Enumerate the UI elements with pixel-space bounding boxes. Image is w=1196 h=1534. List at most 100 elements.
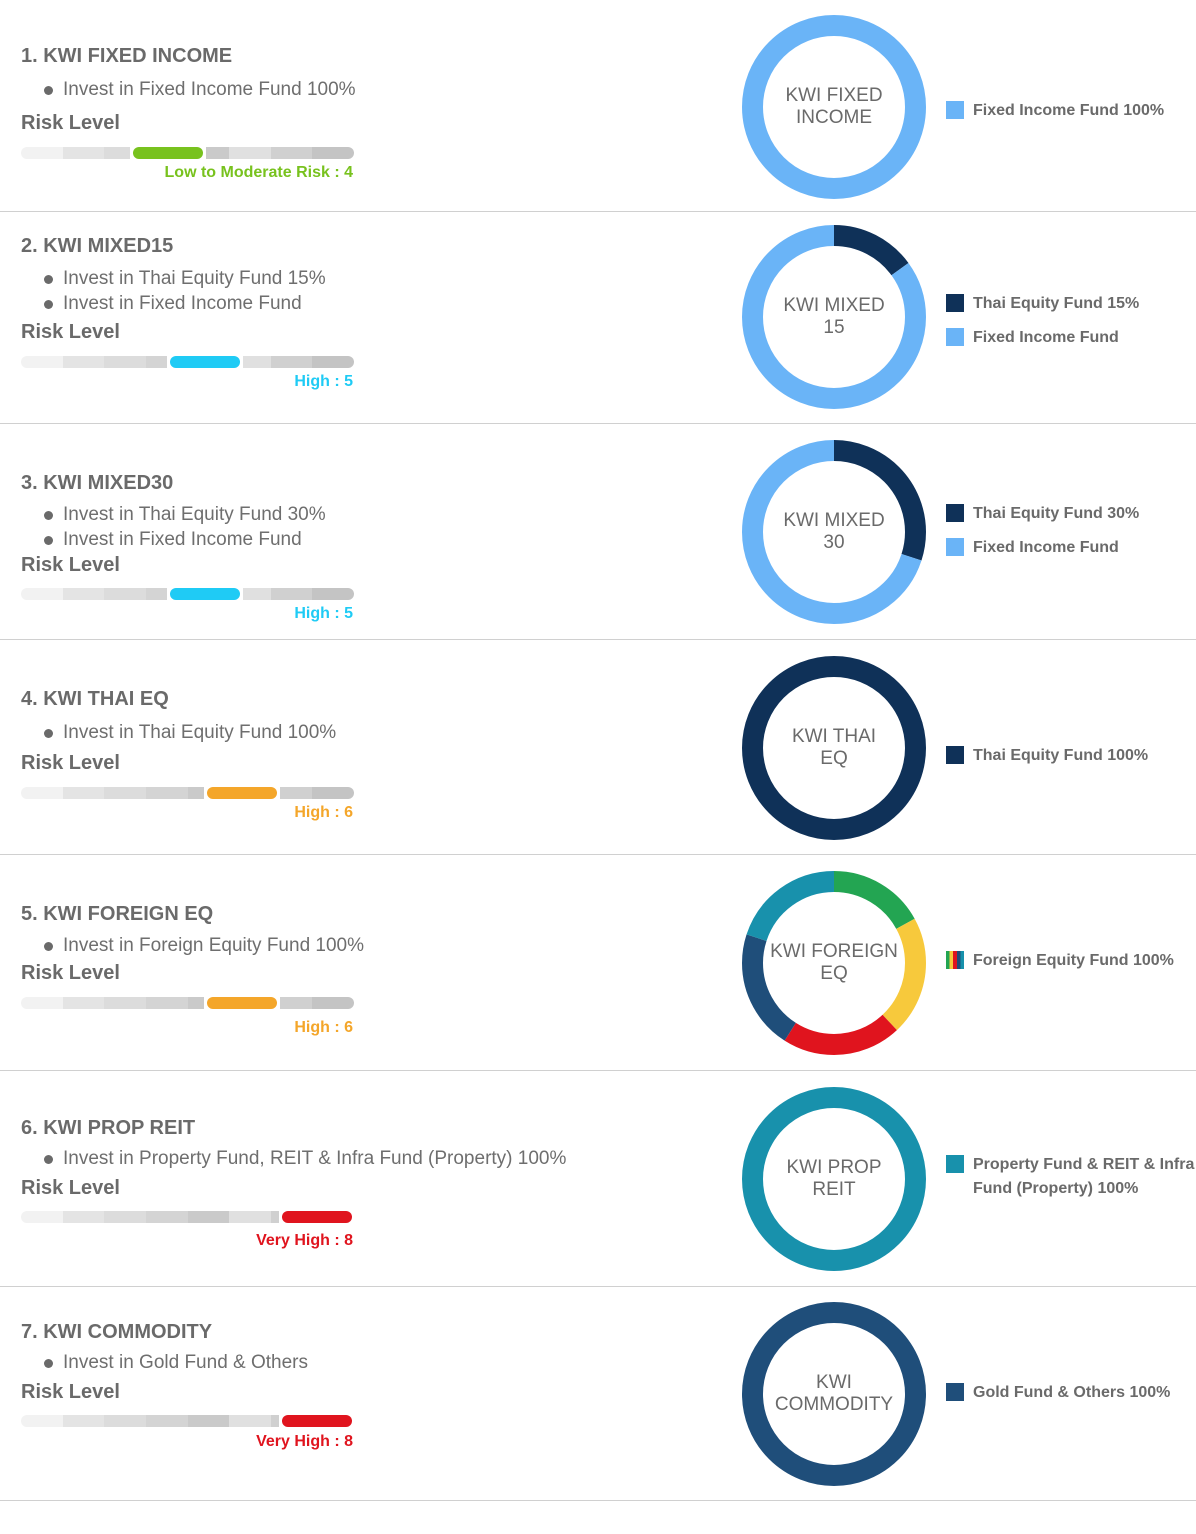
risk-active-segment	[282, 1211, 352, 1223]
legend-item: Thai Equity Fund 30%	[946, 502, 1139, 526]
risk-track-segment	[271, 356, 313, 368]
allocation-bullet: Invest in Thai Equity Fund 30%	[41, 502, 326, 527]
risk-track-segment	[271, 997, 313, 1009]
donut-label-line: KWI MIXED	[783, 510, 885, 531]
risk-level-bar	[21, 1415, 355, 1427]
allocation-bullets: Invest in Thai Equity Fund 100%	[41, 720, 336, 745]
risk-active-segment	[282, 1415, 352, 1427]
risk-track-segment	[104, 1415, 146, 1427]
legend-swatch	[946, 951, 964, 969]
risk-track-segment	[229, 1415, 271, 1427]
risk-track-segment	[104, 588, 146, 600]
risk-track-segment	[271, 787, 313, 799]
legend-label: Fixed Income Fund 100%	[973, 102, 1165, 119]
risk-level-text: High : 5	[294, 605, 353, 622]
allocation-donut	[742, 1302, 926, 1486]
legend-label: Property Fund & REIT & Infra Fund (Prope…	[973, 1156, 1195, 1197]
risk-track-segment	[21, 787, 63, 799]
donut-label-line: COMMODITY	[774, 1394, 894, 1415]
risk-active-segment	[207, 997, 277, 1009]
donut-label-line: KWI PROP	[786, 1157, 882, 1178]
fund-section: 3. KWI MIXED30 Invest in Thai Equity Fund…	[0, 424, 1196, 640]
fund-title: 6. KWI PROP REIT	[21, 1117, 196, 1139]
risk-track-segment	[229, 147, 271, 159]
risk-track-segment	[21, 356, 63, 368]
risk-track-segment	[21, 147, 63, 159]
donut-label-line: KWI FOREIGN	[770, 941, 898, 962]
legend-label: Fixed Income Fund	[973, 329, 1119, 346]
allocation-donut	[742, 871, 926, 1055]
legend-swatch	[946, 294, 964, 312]
donut-legend: Thai Equity Fund 100%	[946, 744, 1148, 778]
risk-track-segment	[21, 1415, 63, 1427]
legend-item: Fixed Income Fund	[946, 326, 1139, 350]
donut-legend: Property Fund & REIT & Infra Fund (Prope…	[946, 1153, 1196, 1211]
risk-track-segment	[63, 356, 105, 368]
allocation-bullets: Invest in Fixed Income Fund 100%	[41, 77, 356, 102]
legend-label: Thai Equity Fund 30%	[973, 505, 1140, 522]
donut-slice	[742, 871, 926, 1055]
risk-level-label: Risk Level	[21, 752, 120, 774]
donut-slice	[742, 15, 926, 199]
donut-legend: Thai Equity Fund 30% Fixed Income Fund	[946, 502, 1139, 570]
donut-legend: Fixed Income Fund 100%	[946, 99, 1164, 133]
legend-label: Foreign Equity Fund 100%	[973, 952, 1174, 969]
risk-active-segment	[133, 147, 203, 159]
donut-slice	[742, 871, 926, 1055]
donut-slice	[742, 871, 926, 1055]
risk-level-text: Very High : 8	[256, 1433, 353, 1450]
allocation-bullets: Invest in Gold Fund & Others	[41, 1350, 308, 1375]
risk-track-segment	[21, 997, 63, 1009]
allocation-bullet: Invest in Fixed Income Fund	[41, 527, 326, 552]
donut-center-label: KWI FOREIGN EQ	[742, 941, 926, 985]
legend-item: Thai Equity Fund 100%	[946, 744, 1148, 768]
donut-center-label: KWI THAI EQ	[742, 726, 926, 770]
donut-center-label: KWI MIXED 30	[742, 510, 926, 554]
allocation-bullet: Invest in Fixed Income Fund 100%	[41, 77, 356, 102]
legend-item: Fixed Income Fund 100%	[946, 99, 1164, 123]
fund-section: 6. KWI PROP REIT Invest in Property Fund,…	[0, 1071, 1196, 1287]
risk-track-segment	[312, 147, 354, 159]
legend-swatch	[946, 746, 964, 764]
risk-level-text: Low to Moderate Risk : 4	[164, 164, 353, 181]
fund-section: 4. KWI THAI EQ Invest in Thai Equity Fund…	[0, 640, 1196, 855]
risk-level-text: Very High : 8	[256, 1232, 353, 1249]
risk-level-bar	[21, 787, 354, 799]
risk-level-label: Risk Level	[21, 1177, 120, 1199]
donut-label-line: 15	[823, 317, 845, 338]
donut-slice	[742, 656, 926, 840]
allocation-bullet: Invest in Property Fund, REIT & Infra Fu…	[41, 1146, 566, 1171]
fund-title: 2. KWI MIXED15	[21, 235, 174, 257]
risk-track-segment	[146, 1211, 188, 1223]
risk-level-text: High : 6	[294, 804, 353, 821]
allocation-bullet: Invest in Thai Equity Fund 100%	[41, 720, 336, 745]
legend-swatch	[946, 328, 964, 346]
donut-label-line: KWI FIXED	[785, 85, 883, 106]
allocation-donut	[742, 440, 926, 624]
legend-label: Fixed Income Fund	[973, 539, 1119, 556]
risk-track-segment	[63, 588, 105, 600]
donut-center-label: KWI FIXED INCOME	[742, 85, 926, 129]
risk-track-segment	[188, 1415, 230, 1427]
legend-item: Foreign Equity Fund 100%	[946, 949, 1174, 973]
legend-item: Fixed Income Fund	[946, 536, 1139, 560]
risk-level-label: Risk Level	[21, 321, 120, 343]
risk-level-bar	[21, 588, 354, 600]
allocation-donut	[742, 15, 926, 199]
risk-active-segment	[170, 356, 240, 368]
donut-slice	[742, 225, 926, 409]
donut-label-line: KWI	[816, 1372, 852, 1393]
risk-level-bar	[21, 1211, 355, 1223]
risk-track-segment	[146, 997, 188, 1009]
allocation-donut	[742, 225, 926, 409]
risk-level-label: Risk Level	[21, 112, 120, 134]
allocation-bullets: Invest in Property Fund, REIT & Infra Fu…	[41, 1146, 566, 1171]
donut-center-label: KWI COMMODITY	[742, 1372, 926, 1416]
allocation-bullet: Invest in Gold Fund & Others	[41, 1350, 308, 1375]
legend-item: Thai Equity Fund 15%	[946, 292, 1139, 316]
donut-label-line: KWI THAI	[791, 726, 877, 747]
allocation-donut	[742, 1087, 926, 1271]
fund-title: 1. KWI FIXED INCOME	[21, 45, 233, 67]
legend-swatch	[946, 1383, 964, 1401]
allocation-bullets: Invest in Foreign Equity Fund 100%	[41, 933, 364, 958]
